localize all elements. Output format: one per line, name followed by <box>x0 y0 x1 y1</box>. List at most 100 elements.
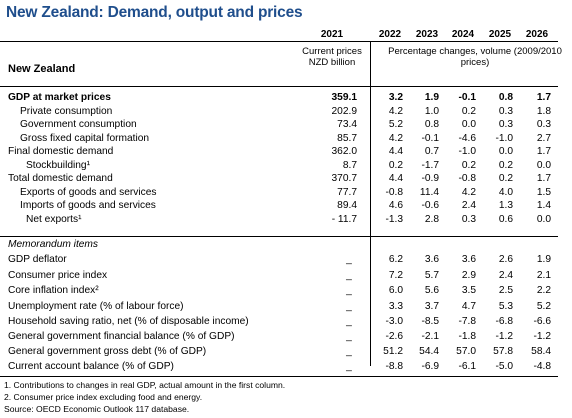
cell: 0.0 <box>498 146 513 157</box>
cell: 2.8 <box>424 213 439 225</box>
footnote-2: 2. Consumer price index excluding food a… <box>4 392 203 402</box>
row-label: GDP at market prices <box>8 92 111 103</box>
cell: -4.8 <box>533 361 551 372</box>
cell: 2.2 <box>536 285 551 296</box>
cell: -0.8 <box>458 173 476 184</box>
row-label: Unemployment rate (% of labour force) <box>8 301 184 312</box>
cell: 1.7 <box>536 146 551 157</box>
cell: -7.8 <box>458 316 476 327</box>
cell: 2.4 <box>498 270 513 281</box>
cell: _ <box>346 270 352 281</box>
cell: 0.3 <box>461 213 476 225</box>
cell: -3.0 <box>385 316 403 327</box>
table-row: Private consumption 202.9 4.2 1.0 0.2 0.… <box>0 105 558 118</box>
row-label: Government consumption <box>20 119 137 130</box>
cell: 8.7 <box>342 159 357 171</box>
cell: _ <box>346 301 352 312</box>
cell: 3.7 <box>424 301 439 312</box>
cell: 5.6 <box>424 285 439 296</box>
table-row: GDP deflator _ 6.2 3.6 3.6 2.6 1.9 <box>0 253 558 266</box>
table-row: Government consumption 73.4 5.2 0.8 0.0 … <box>0 118 558 131</box>
cell: 58.4 <box>531 346 551 357</box>
cell: 4.2 <box>461 186 476 198</box>
cell: -0.1 <box>458 92 476 103</box>
column-separator <box>370 41 371 366</box>
cell: 51.2 <box>383 346 403 357</box>
cell: 5.2 <box>536 301 551 312</box>
cell: -5.0 <box>495 361 513 372</box>
cell: -6.6 <box>533 316 551 327</box>
cell: 0.3 <box>536 119 551 130</box>
cell: 362.0 <box>331 146 358 157</box>
cell: -6.9 <box>421 361 439 372</box>
cell: -1.3 <box>385 213 403 225</box>
year-header-2026: 2026 <box>525 29 549 40</box>
cell: 0.7 <box>424 146 439 157</box>
cell: -0.8 <box>385 186 403 198</box>
cell: -2.6 <box>385 331 403 342</box>
cell: 0.2 <box>498 173 513 184</box>
table-row: Gross fixed capital formation 85.7 4.2 -… <box>0 132 558 145</box>
row-label: General government financial balance (% … <box>8 331 235 342</box>
cell: 0.0 <box>536 213 551 225</box>
cell: _ <box>346 285 352 296</box>
year-header-2024: 2024 <box>451 29 475 40</box>
row-label: General government gross debt (% of GDP) <box>8 346 207 357</box>
cell: 0.8 <box>498 92 513 103</box>
table-row: Imports of goods and services 89.4 4.6 -… <box>0 199 558 212</box>
table-row: Consumer price index _ 7.2 5.7 2.9 2.4 2… <box>0 269 558 282</box>
cell: -0.9 <box>421 173 439 184</box>
cell: _ <box>346 346 352 357</box>
cell: 359.1 <box>331 92 358 103</box>
table-row: Exports of goods and services 77.7 -0.8 … <box>0 186 558 199</box>
cell: 4.2 <box>388 132 403 144</box>
header-rule <box>0 41 558 42</box>
table-row: Stockbuilding¹ 8.7 0.2 -1.7 0.2 0.2 0.0 <box>0 159 558 172</box>
table-row: Current account balance (% of GDP) _ -8.… <box>0 360 558 373</box>
cell: 202.9 <box>331 105 358 117</box>
table-row: GDP at market prices 359.1 3.2 1.9 -0.1 … <box>0 91 558 104</box>
cell: 57.0 <box>456 346 476 357</box>
cell: 5.2 <box>388 119 403 130</box>
cell: 1.5 <box>536 186 551 198</box>
cell: 3.6 <box>461 254 476 265</box>
cell: 85.7 <box>337 132 357 144</box>
table-row: Total domestic demand 370.7 4.4 -0.9 -0.… <box>0 172 558 185</box>
cell: _ <box>346 254 352 265</box>
year-header-2022: 2022 <box>378 29 402 40</box>
cell: 2.6 <box>498 254 513 265</box>
cell: -1.2 <box>533 331 551 342</box>
cell: _ <box>346 331 352 342</box>
cell: 1.9 <box>536 254 551 265</box>
cell: 77.7 <box>337 186 357 198</box>
cell: _ <box>346 361 352 372</box>
cell: -4.6 <box>458 132 476 144</box>
table-row: General government financial balance (% … <box>0 330 558 343</box>
cell: 3.2 <box>388 92 403 103</box>
cell: 4.4 <box>388 146 403 157</box>
row-label: Core inflation index² <box>8 285 99 296</box>
cell: 7.2 <box>388 270 403 281</box>
cell: 0.3 <box>498 119 513 130</box>
cell: 5.3 <box>498 301 513 312</box>
row-label: Net exports¹ <box>26 213 82 225</box>
cell: 2.9 <box>461 270 476 281</box>
row-label: Gross fixed capital formation <box>20 132 150 144</box>
cell: 6.2 <box>388 254 403 265</box>
row-label: Stockbuilding¹ <box>26 159 90 171</box>
bottom-rule <box>0 376 558 377</box>
cell: 4.4 <box>388 173 403 184</box>
cell: 4.7 <box>461 301 476 312</box>
cell: -2.1 <box>421 331 439 342</box>
cell: 5.7 <box>424 270 439 281</box>
row-label: Total domestic demand <box>8 173 113 184</box>
cell: 1.0 <box>424 105 439 117</box>
cell: -0.6 <box>421 200 439 211</box>
year-header-2023: 2023 <box>415 29 439 40</box>
year-header-2025: 2025 <box>488 29 512 40</box>
cell: 73.4 <box>337 119 357 130</box>
row-label: Current account balance (% of GDP) <box>8 361 174 372</box>
cell: _ <box>346 316 352 327</box>
table-row: Household saving ratio, net (% of dispos… <box>0 315 558 328</box>
cell: -0.1 <box>421 132 439 144</box>
